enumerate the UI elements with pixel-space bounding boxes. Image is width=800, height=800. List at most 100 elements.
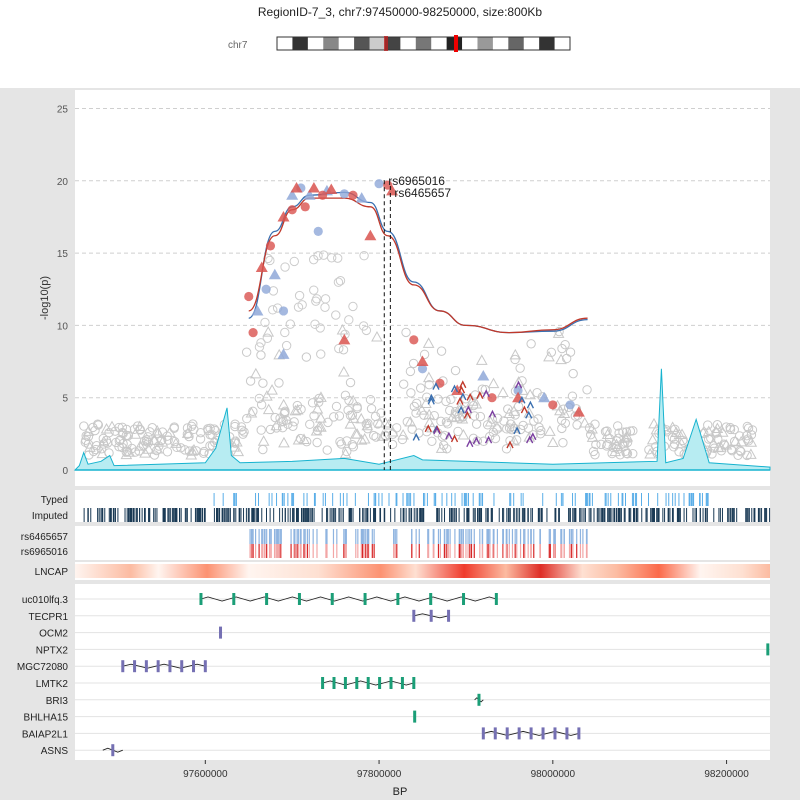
gene-exon [577,727,581,740]
grey-snp [376,408,386,418]
snp-arrow [525,410,533,419]
snp-point-rs6465657 [313,226,323,237]
grey-snp [646,433,659,445]
grey-snp [352,403,362,414]
grey-snp [558,404,569,414]
grey-snp [567,391,578,401]
grey-snp [312,294,322,304]
snp-point-rs6965016 [348,190,358,200]
grey-snp [182,429,193,439]
grey-snp [365,395,376,405]
gene-label: NPTX2 [36,645,69,656]
x-axis-label: BP [393,786,408,798]
snp-arrow [466,439,474,448]
grey-snp [604,433,615,444]
grey-snp [289,256,299,267]
grey-snp [560,418,571,428]
grey-snp [314,393,324,404]
grey-snp [477,384,488,394]
grey-snp [453,426,463,437]
grey-snp [93,420,104,430]
grey-snp [511,435,522,445]
y-tick-label: 10 [57,321,69,332]
grey-snp [230,421,240,432]
grey-snp [366,403,377,414]
grey-snp [712,419,723,430]
snp-point-rs6965016 [451,384,464,395]
snp-point-rs6465657 [339,189,349,199]
gene-label: BRI3 [46,696,69,707]
snp-point-rs6965016 [265,241,276,251]
grey-snp [499,416,509,426]
grey-snp [83,431,94,442]
snp-point-rs6465657 [538,391,551,403]
gene-exon [297,593,301,605]
grey-snp [487,377,500,389]
grey-snp [329,412,339,422]
snp-point-rs6965016 [248,328,258,338]
grey-snp [586,430,596,440]
grey-snp [528,430,538,440]
x-tick-label: 97600000 [183,769,228,780]
grey-snp [326,253,337,263]
snp-arrow [427,396,435,405]
grey-snp [621,427,632,437]
grey-snp [552,327,565,338]
grey-snp [348,301,358,312]
grey-snp [309,285,319,295]
grey-snp [258,378,268,388]
gene-exon [477,693,481,706]
grey-snp [129,428,142,439]
snp-point-rs6465657 [417,364,428,374]
grey-snp [666,421,679,432]
grey-snp [628,448,638,459]
grey-snp [745,448,757,459]
y-axis-label: -log10(p) [39,276,51,320]
y-tick-label: 20 [57,177,69,188]
y-tick-label: 25 [57,105,69,116]
grey-snp [427,436,437,446]
grey-snp [149,450,160,460]
grey-snp [469,411,480,421]
grey-snp [186,445,199,456]
grey-snp [648,417,660,429]
grey-snp [96,444,107,454]
snp-point-rs6965016 [244,291,254,302]
snp-arrow [472,436,481,445]
grey-snp [743,423,754,433]
snp-point-rs6965016 [338,333,351,345]
grey-snp [115,435,126,445]
grey-snp [254,342,265,352]
snp-point-rs6465657 [565,400,575,410]
grey-snp [558,407,571,418]
snp-arrow [450,434,459,443]
grey-snp [397,429,409,440]
snp-point-rs6465657 [277,348,290,359]
snp-track: Typed Imputed [32,493,771,522]
grey-snp [236,422,247,432]
grey-snp [256,338,266,348]
snp-arrow [450,384,459,393]
gene-label: BHLHA15 [24,713,69,724]
grey-snp [472,436,483,446]
y-tick-label: 0 [62,466,68,477]
grey-snp [482,420,493,430]
snp-point-rs6465657 [278,306,289,316]
grey-snp [544,425,556,436]
gene-exon [766,643,770,656]
gene-exon [199,593,203,605]
grey-snp [347,439,358,450]
snp-arrow [457,405,465,414]
grey-snp [401,327,411,338]
gene-exon [412,677,416,689]
grey-snp [256,425,266,435]
grey-snp [280,327,290,338]
grey-snp [446,394,456,405]
grey-snp [441,396,451,407]
grey-snp [139,447,151,458]
grey-snp [261,390,273,401]
grey-snp [424,379,434,390]
grey-snp [532,387,542,398]
grey-snp [134,440,147,451]
grey-snp [333,277,344,287]
